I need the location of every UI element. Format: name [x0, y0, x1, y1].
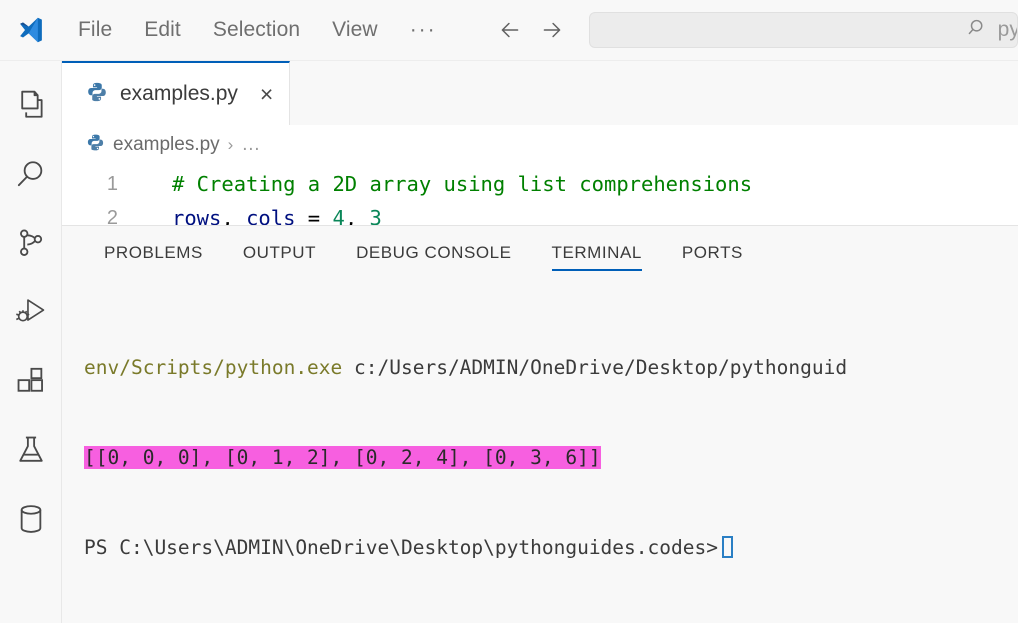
explorer-files-icon[interactable] [9, 83, 53, 127]
terminal-prompt: PS C:\Users\ADMIN\OneDrive\Desktop\pytho… [84, 536, 718, 559]
breadcrumb-more[interactable]: … [241, 134, 262, 155]
close-icon[interactable]: × [259, 80, 274, 107]
chevron-right-icon: › [227, 135, 234, 154]
tab-ports[interactable]: PORTS [681, 242, 743, 262]
line-number: 2 [106, 206, 118, 226]
tab-label: examples.py [120, 82, 238, 105]
editor-group: examples.py × examples.py › … [62, 61, 1018, 623]
database-cylinder-icon[interactable] [9, 497, 53, 541]
workbench-body: examples.py × examples.py › … [0, 61, 1018, 623]
activity-bar [0, 61, 62, 623]
menu-item-view[interactable]: View [332, 18, 378, 41]
command-search-bar[interactable]: pythonguide [588, 12, 1018, 48]
terminal-command-line: env/Scripts/python.exe c:/Users/ADMIN/On… [84, 353, 1018, 383]
code-line-2[interactable]: 2 rows, cols = 4, 3 [62, 201, 1018, 225]
terminal-output[interactable]: env/Scripts/python.exe c:/Users/ADMIN/On… [62, 279, 1018, 623]
breadcrumb: examples.py › … [62, 125, 1018, 165]
tab-output[interactable]: OUTPUT [242, 242, 317, 262]
bottom-panel: PROBLEMS OUTPUT DEBUG CONSOLE TERMINAL P… [62, 225, 1018, 623]
terminal-result-line: [[0, 0, 0], [0, 1, 2], [0, 2, 4], [0, 3,… [84, 443, 1018, 473]
arrow-left-icon[interactable] [495, 15, 525, 45]
arrow-right-icon[interactable] [537, 15, 567, 45]
line-number: 1 [106, 172, 118, 195]
search-input[interactable]: pythonguide [997, 18, 1018, 41]
menu-overflow-icon[interactable]: ··· [409, 18, 437, 41]
search-icon [967, 17, 989, 44]
navigation-arrows [495, 15, 567, 45]
tab-debug-console[interactable]: DEBUG CONSOLE [356, 242, 512, 262]
breadcrumb-file[interactable]: examples.py [113, 134, 220, 155]
menu-item-edit[interactable]: Edit [144, 18, 181, 41]
extensions-blocks-icon[interactable] [9, 359, 53, 403]
vscode-logo-icon [0, 0, 62, 61]
editor-tab-bar: examples.py × [62, 61, 1018, 125]
run-and-debug-icon[interactable] [9, 290, 53, 334]
source-control-branch-icon[interactable] [9, 221, 53, 265]
menu-item-file[interactable]: File [78, 18, 113, 41]
python-file-icon [86, 81, 108, 108]
tab-examples-py[interactable]: examples.py × [62, 61, 291, 125]
terminal-matrix-output: [[0, 0, 0], [0, 1, 2], [0, 2, 4], [0, 3,… [84, 446, 601, 469]
tab-bar-empty-space [290, 61, 1018, 125]
title-bar: File Edit Selection View ··· [0, 0, 1018, 61]
menu-item-selection[interactable]: Selection [212, 18, 301, 41]
panel-tab-bar: PROBLEMS OUTPUT DEBUG CONSOLE TERMINAL P… [62, 226, 1018, 279]
python-file-icon [86, 133, 105, 157]
tab-problems[interactable]: PROBLEMS [104, 242, 203, 262]
code-line-content: # Creating a 2D array using list compreh… [172, 172, 753, 196]
menu-bar: File Edit Selection View ··· [62, 12, 453, 48]
search-icon[interactable] [9, 152, 53, 196]
code-line-1[interactable]: 1 # Creating a 2D array using list compr… [62, 167, 1018, 201]
terminal-command-prefix: env/Scripts/python.exe [84, 356, 343, 379]
testing-flask-icon[interactable] [9, 428, 53, 472]
code-editor[interactable]: 1 # Creating a 2D array using list compr… [62, 165, 1018, 225]
terminal-prompt-line: PS C:\Users\ADMIN\OneDrive\Desktop\pytho… [84, 533, 1018, 563]
code-line-content: rows, cols = 4, 3 [172, 206, 382, 225]
tab-terminal[interactable]: TERMINAL [532, 226, 662, 279]
terminal-cursor [721, 536, 733, 558]
terminal-command-path: c:/Users/ADMIN/OneDrive/Desktop/pythongu… [342, 356, 848, 379]
